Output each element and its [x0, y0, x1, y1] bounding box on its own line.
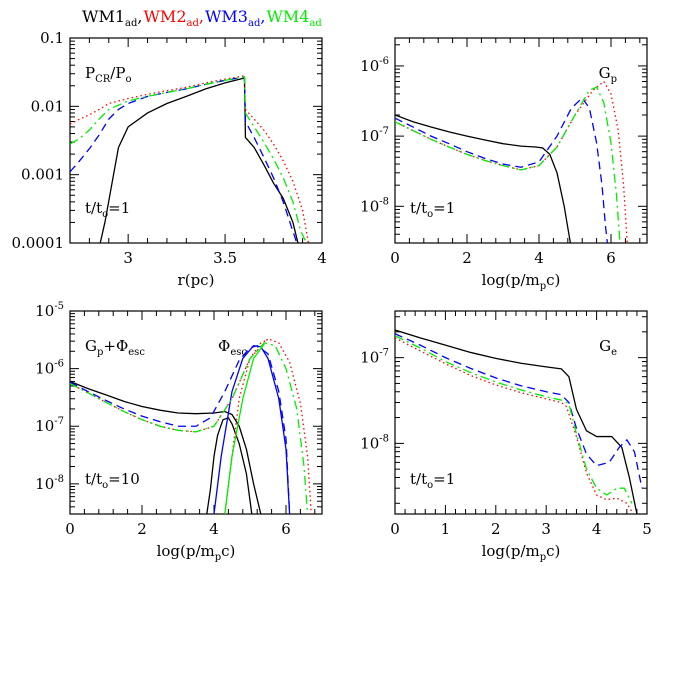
- plot-frame: [394, 310, 648, 515]
- series-line-wm3: [395, 333, 643, 489]
- x-tick-label: 5: [642, 520, 652, 538]
- x-tick-label: 0: [390, 520, 400, 538]
- y-tick-label: 0.01: [31, 97, 64, 115]
- panel-annotation: Gp+Φesc: [85, 337, 145, 358]
- legend-entry-2: WM2ad,: [143, 7, 203, 29]
- y-tick-label: 10-8: [35, 474, 64, 493]
- x-tick-label: 0: [65, 520, 75, 538]
- series-line-wm3: [70, 345, 291, 514]
- panel-annotation: t/to=10: [85, 470, 140, 491]
- series-line-wm3: [213, 345, 291, 514]
- y-tick-label: 0.001: [21, 166, 64, 184]
- series-line-wm4: [395, 86, 621, 243]
- series-line-wm3: [395, 97, 609, 243]
- x-tick-label: 4: [534, 249, 544, 267]
- y-tick-label: 10-5: [35, 301, 64, 320]
- series-line-wm4: [395, 335, 633, 504]
- y-tick-label: 10-8: [360, 196, 389, 215]
- plot-frame: [394, 37, 648, 244]
- series-line-wm4: [70, 76, 308, 243]
- x-tick-label: 4: [209, 520, 219, 538]
- x-axis-title: r(pc): [178, 271, 215, 289]
- panel-annotation: t/to=1: [410, 199, 455, 220]
- series-line-wm4: [224, 343, 265, 514]
- x-tick-label: 2: [462, 249, 472, 267]
- panel-annotation: t/to=1: [85, 199, 130, 220]
- y-tick-label: 10-7: [360, 348, 389, 367]
- legend-entry-3: WM3ad,: [205, 7, 265, 29]
- y-tick-label: 10-7: [360, 126, 389, 145]
- y-tick-label: 0.0001: [12, 234, 65, 252]
- panel-annotation: Φesc: [218, 337, 247, 358]
- legend-entry-1: WM1ad,: [82, 7, 142, 29]
- series-line-wm1: [395, 329, 638, 514]
- series-line-wm4: [70, 342, 309, 514]
- chart-panel-3: 0 2 4 6 10-8 10-7 10-6 10-5 log(p/mpc) Gp+Φesc Φes…: [35, 301, 323, 563]
- x-axis-title: log(p/mpc): [482, 271, 561, 292]
- x-tick-label: 3.5: [213, 249, 237, 267]
- chart-panel-1: 3 3.5 4 0.0001 0.001 0.01 0.1 r(pc) PCR/Po t/to=1: [12, 29, 327, 289]
- y-tick-label: 10-7: [35, 416, 64, 435]
- legend: WM1ad, WM2ad, WM3ad, WM4ad: [82, 7, 322, 29]
- plot-frame: [69, 37, 323, 244]
- series-line-wm2: [70, 338, 312, 514]
- x-tick-label: 0: [390, 249, 400, 267]
- panels: 3 3.5 4 0.0001 0.001 0.01 0.1 r(pc) PCR/Po t/to=1…: [12, 29, 652, 563]
- series-group: [395, 329, 643, 514]
- chart-panel-2: 0 2 4 6 10-8 10-7 10-6 log(p/mpc) Gp t/to=1: [360, 37, 648, 292]
- series-line-wm1: [70, 380, 262, 514]
- y-tick-label: 0.1: [40, 29, 64, 47]
- x-axis-title: log(p/mpc): [157, 542, 236, 563]
- panel-annotation: Ge: [599, 337, 617, 358]
- series-line-wm1: [99, 77, 299, 243]
- series-line-wm1: [206, 417, 253, 514]
- x-tick-label: 4: [592, 520, 602, 538]
- series-group: [70, 338, 312, 514]
- series-line-wm2: [224, 338, 269, 514]
- chart-panel-4: 0 1 2 3 4 5 10-8 10-7 log(p/mpc) Ge t/to=1: [360, 310, 652, 563]
- legend-entry-4: WM4ad: [266, 7, 322, 29]
- panel-annotation: Gp: [599, 64, 617, 85]
- series-group: [395, 80, 628, 243]
- x-axis-title: log(p/mpc): [482, 542, 561, 563]
- y-tick-label: 10-8: [360, 433, 389, 452]
- x-tick-label: 3: [541, 520, 551, 538]
- panel-annotation: PCR/Po: [85, 64, 131, 85]
- panel-annotation: t/to=1: [410, 470, 455, 491]
- x-tick-label: 6: [281, 520, 291, 538]
- x-tick-label: 2: [491, 520, 501, 538]
- x-tick-label: 4: [317, 249, 327, 267]
- plot-frame: [69, 310, 323, 515]
- x-tick-label: 2: [137, 520, 147, 538]
- x-tick-label: 6: [606, 249, 616, 267]
- y-tick-label: 10-6: [35, 359, 64, 378]
- x-tick-label: 3: [123, 249, 133, 267]
- series-line-wm1: [395, 114, 572, 243]
- x-tick-label: 1: [441, 520, 451, 538]
- series-line-wm3: [70, 76, 298, 243]
- series-group: [70, 75, 310, 243]
- y-tick-label: 10-6: [360, 56, 389, 75]
